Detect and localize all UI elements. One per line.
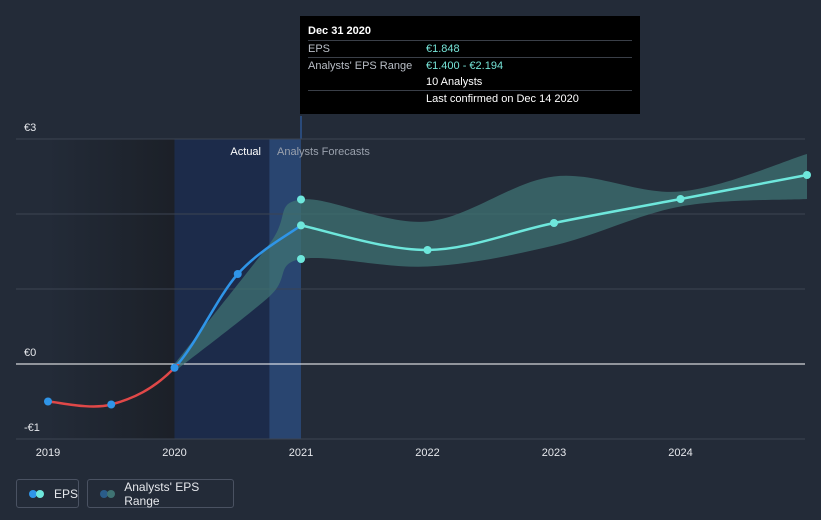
x-tick-label: 2021	[289, 447, 313, 459]
legend-range-toggle[interactable]: Analysts' EPS Range	[87, 479, 234, 508]
x-tick-label: 2024	[668, 447, 692, 459]
tooltip-eps-value: €1.848	[426, 43, 460, 55]
tooltip-confirmed: Last confirmed on Dec 14 2020	[426, 93, 579, 105]
eps-actual-point	[107, 400, 116, 409]
forecast-region-label: Analysts Forecasts	[277, 146, 370, 158]
eps-forecast-point	[676, 195, 685, 203]
eps-legend-icon	[29, 489, 47, 499]
eps-range-endpoint	[297, 255, 305, 263]
eps-forecast-point	[803, 171, 811, 179]
legend-eps-label: EPS	[53, 486, 78, 501]
x-tick-label: 2022	[415, 447, 439, 459]
tooltip-range-row: Analysts' EPS Range €1.400 - €2.194	[308, 57, 632, 75]
y-tick-label: €0	[24, 347, 36, 359]
tooltip-analysts: 10 Analysts	[426, 76, 483, 88]
tooltip-eps-label: EPS	[308, 43, 331, 55]
tooltip-analysts-row: 10 Analysts	[308, 74, 632, 91]
eps-forecast-point	[297, 221, 305, 230]
tooltip: Dec 31 2020 EPS €1.848 Analysts' EPS Ran…	[300, 16, 640, 114]
tooltip-range-label: Analysts' EPS Range	[308, 60, 413, 72]
x-tick-label: 2020	[162, 447, 186, 459]
eps-actual-point	[170, 363, 179, 372]
tooltip-eps-row: EPS €1.848	[308, 40, 632, 58]
eps-range-band	[174, 154, 807, 372]
y-tick-label: -€1	[24, 422, 40, 434]
eps-forecast-point	[423, 246, 432, 254]
eps-actual-line-positive	[176, 224, 302, 364]
tooltip-confirmed-row: Last confirmed on Dec 14 2020	[308, 90, 632, 108]
eps-forecast-point	[550, 219, 558, 227]
y-tick-label: €3	[24, 122, 36, 134]
x-tick-label: 2019	[36, 447, 60, 459]
x-tick-label: 2023	[542, 447, 566, 459]
legend-eps-toggle[interactable]: EPS	[16, 479, 79, 508]
range-legend-icon	[100, 489, 117, 499]
tooltip-range-value: €1.400 - €2.194	[426, 60, 504, 72]
actual-region-label: Actual	[230, 146, 261, 158]
legend-range-label: Analysts' EPS Range	[124, 479, 200, 508]
tooltip-date: Dec 31 2020	[308, 25, 371, 37]
eps-actual-point	[44, 397, 52, 406]
eps-range-endpoint	[297, 195, 305, 204]
eps-actual-point	[233, 270, 242, 278]
